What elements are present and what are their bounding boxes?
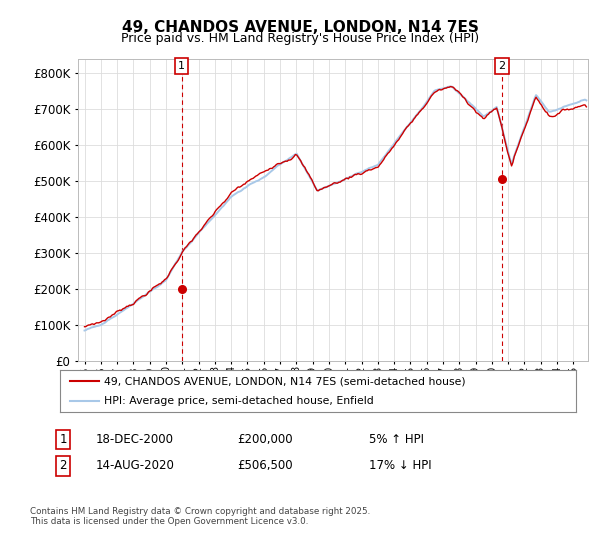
Text: HPI: Average price, semi-detached house, Enfield: HPI: Average price, semi-detached house,… (104, 396, 374, 406)
Text: £200,000: £200,000 (237, 433, 293, 446)
Text: 1: 1 (59, 433, 67, 446)
Text: 17% ↓ HPI: 17% ↓ HPI (369, 459, 431, 473)
Text: 49, CHANDOS AVENUE, LONDON, N14 7ES: 49, CHANDOS AVENUE, LONDON, N14 7ES (122, 20, 478, 35)
Text: 18-DEC-2000: 18-DEC-2000 (96, 433, 174, 446)
Text: 1: 1 (178, 62, 185, 71)
Text: 14-AUG-2020: 14-AUG-2020 (96, 459, 175, 473)
Text: 49, CHANDOS AVENUE, LONDON, N14 7ES (semi-detached house): 49, CHANDOS AVENUE, LONDON, N14 7ES (sem… (104, 376, 466, 386)
Text: Contains HM Land Registry data © Crown copyright and database right 2025.
This d: Contains HM Land Registry data © Crown c… (30, 507, 370, 526)
Text: Price paid vs. HM Land Registry's House Price Index (HPI): Price paid vs. HM Land Registry's House … (121, 32, 479, 45)
Text: £506,500: £506,500 (237, 459, 293, 473)
Text: 2: 2 (499, 62, 506, 71)
Text: 5% ↑ HPI: 5% ↑ HPI (369, 433, 424, 446)
Text: 2: 2 (59, 459, 67, 473)
